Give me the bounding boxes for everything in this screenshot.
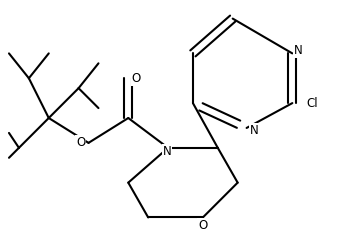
Text: N: N: [250, 124, 259, 137]
Text: N: N: [294, 44, 303, 57]
Text: O: O: [76, 136, 85, 149]
Text: Cl: Cl: [306, 97, 318, 110]
Text: N: N: [163, 145, 171, 158]
Text: O: O: [198, 219, 207, 232]
Text: O: O: [132, 72, 141, 85]
